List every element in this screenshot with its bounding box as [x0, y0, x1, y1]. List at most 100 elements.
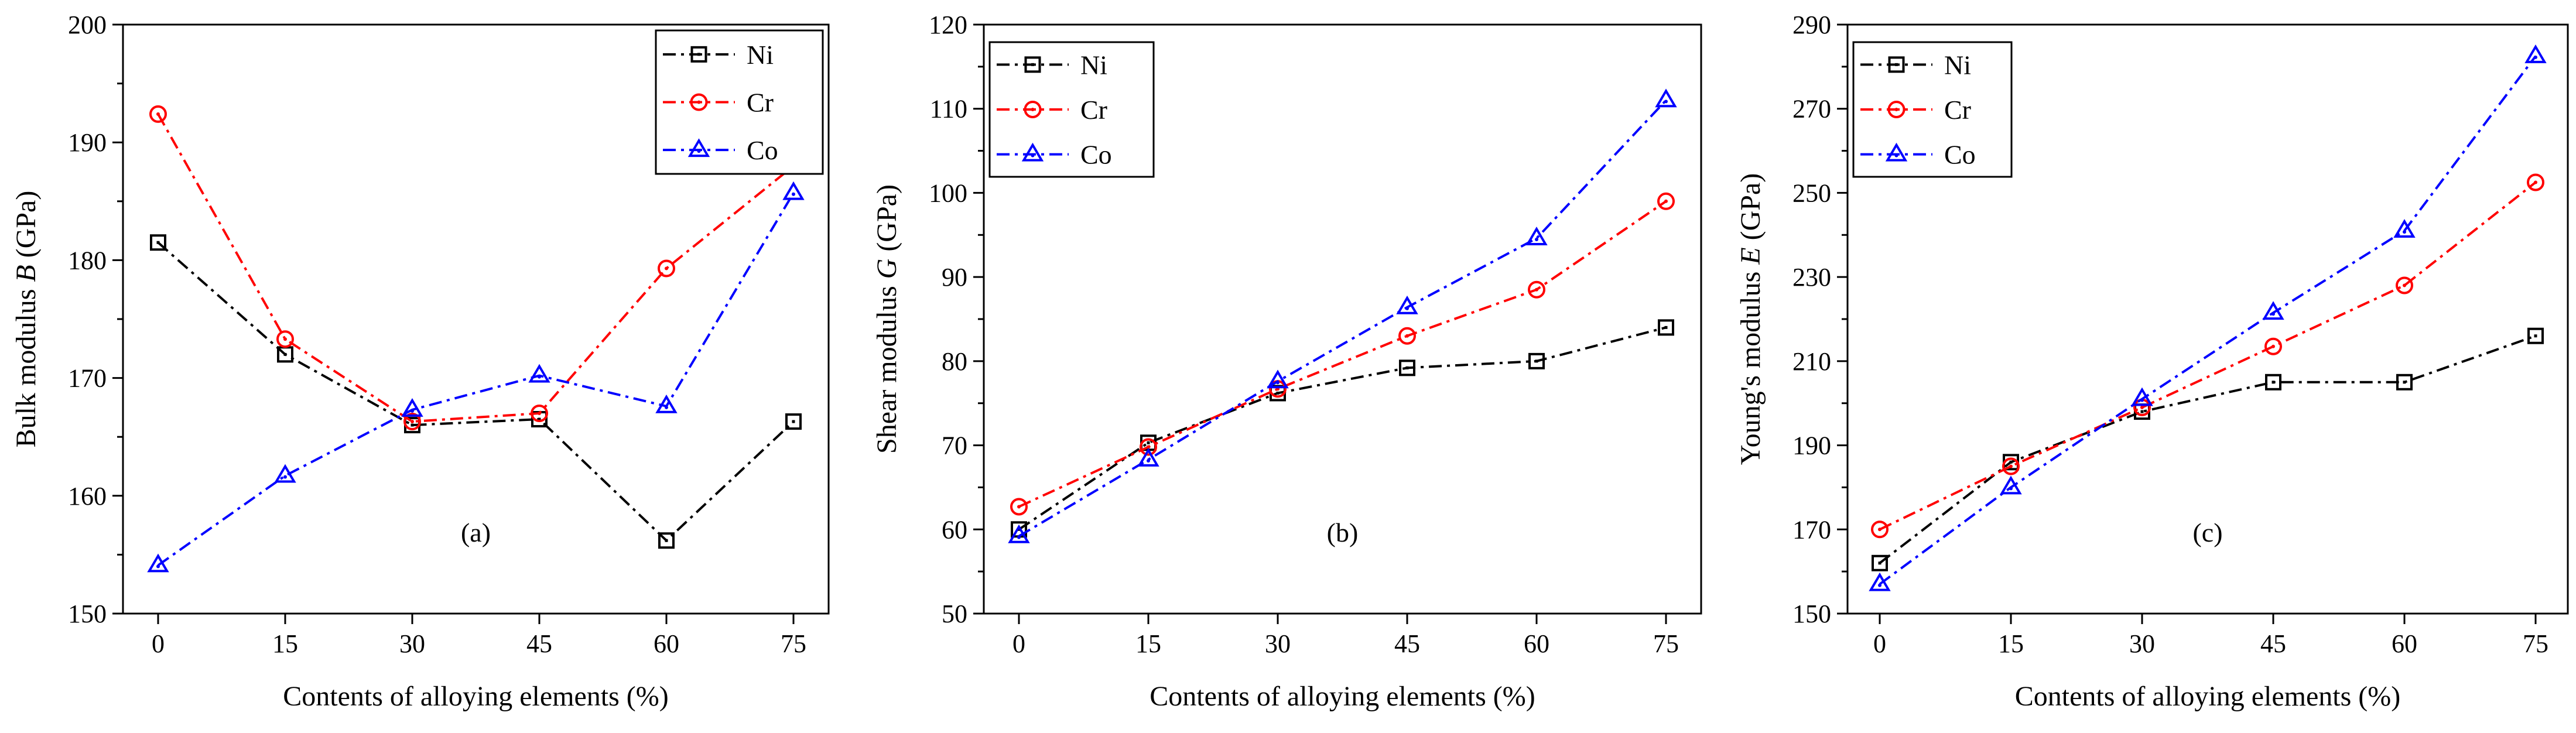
panel-a-legend-label-cr: Cr [747, 88, 774, 118]
panel-c-y-axis-title: Young's modulus E (GPa) [1735, 173, 1766, 465]
panel-c-y-axis-title-suffix: (GPa) [1735, 173, 1766, 248]
panel-c-y-tick-label: 270 [1792, 95, 1831, 124]
panel-a-series-cr-point [149, 105, 167, 123]
panel-c-x-tick-label: 45 [2260, 629, 2286, 658]
panel-c-series-cr-point-center [2403, 283, 2406, 287]
panel-a-series-co-point [528, 364, 550, 383]
panel-b-series-ni-point [1399, 359, 1415, 376]
panel-b-series-co-point [1267, 369, 1289, 389]
panel-a-series-cr-point [658, 259, 675, 278]
panel-b-x-tick-label: 30 [1265, 629, 1291, 658]
panel-c-series-co-point-center [1878, 583, 1881, 587]
panel-a-legend-marker-cr-center [697, 100, 701, 104]
panel-a-x-axis-title: Contents of alloying elements (%) [283, 681, 669, 712]
panel-a-x-tick-label: 75 [781, 629, 806, 658]
panel-c-label: (c) [2192, 518, 2222, 547]
panel-c-series-cr-point-center [2140, 405, 2144, 409]
panel-b-legend-marker-ni-center [1031, 63, 1034, 66]
panel-c-legend-marker-ni-center [1895, 63, 1898, 66]
panel-b-series-cr-line [1018, 200, 1667, 508]
panel-b-series-cr-point [1140, 438, 1157, 456]
panel-c-series-cr-point-center [2271, 344, 2275, 348]
panel-b-series-cr-point-center [1147, 445, 1150, 449]
panel-a-label: (a) [461, 518, 491, 547]
panel-b-y-axis-title-prefix: Shear modulus [871, 279, 902, 454]
panel-a-series-co [147, 181, 805, 573]
panel-b-series-ni-line [1018, 326, 1667, 530]
panel-a-legend-marker-ni [690, 46, 707, 63]
panel-c-series-ni-point-center [2271, 381, 2275, 384]
panel-a-series-co-point-center [538, 375, 541, 379]
panel-b-series-co-point-center [1535, 238, 1538, 242]
panel-b-series-ni-point [1528, 352, 1545, 369]
panel-a-x-tick-label: 45 [526, 629, 552, 658]
panel-c-series-cr [1871, 173, 2544, 539]
panel-c-series-co-point [2524, 44, 2547, 63]
panel-c-series-cr-point-center [1878, 528, 1881, 532]
panel-b-series-cr-point-center [1664, 199, 1668, 203]
panel-b-series-cr-point [1398, 327, 1416, 345]
panel-a-legend-label-co: Co [747, 135, 778, 165]
panel-b-series-ni-point-center [1664, 326, 1668, 329]
panel-c-x-tick-label: 75 [2523, 629, 2548, 658]
panel-c-series-co-line [1879, 55, 2537, 585]
panel-a-series-cr-point-center [665, 266, 668, 270]
panel-a-y-tick-label: 190 [68, 128, 107, 157]
panel-b-series-co-point-center [1276, 381, 1280, 385]
panel-a-series-cr-line [157, 113, 795, 423]
panel-a-y-tick-label: 180 [68, 246, 107, 275]
panel-c-series-ni-point-center [2140, 410, 2144, 413]
panel-c-legend-marker-cr [1887, 101, 1906, 118]
panel-a-series-cr-point [403, 413, 421, 431]
panel-c-series-co-point [2393, 219, 2416, 238]
panel-a-legend-marker-cr [690, 93, 708, 111]
panel-b-series-cr [1010, 192, 1675, 516]
panel-a-series-cr-point-center [410, 420, 414, 424]
panel-a-x-tick-label: 15 [272, 629, 298, 658]
panel-b-y-tick-label: 70 [942, 431, 967, 460]
panel-c-series-co-point [2131, 387, 2153, 406]
panel-a-series-cr-point-center [538, 411, 541, 415]
panel-a-x-tick-label: 60 [654, 629, 679, 658]
panel-b-y-tick-label: 90 [942, 263, 967, 292]
panel-b-y-axis-title-symbol: G [871, 259, 902, 279]
panel-b-legend-marker-co [1021, 142, 1044, 162]
panel-a: 0 15 30 45 60 75 150 160 170 180 190 200 Contents of… [11, 11, 830, 712]
panel-b-series-ni-point-center [1017, 528, 1021, 531]
panel-c-series-co-point-center [2271, 312, 2275, 316]
panel-b-series-ni-point-center [1276, 391, 1280, 395]
panel-c-y-tick-label: 210 [1792, 347, 1831, 376]
panel-a-series-co-point-center [283, 475, 287, 479]
panel-c-series-ni-point [2527, 327, 2544, 344]
panel-b-series-ni-point-center [1535, 359, 1538, 363]
panel-c-legend-marker-co [1885, 142, 1908, 162]
panel-b-x-axis-title: Contents of alloying elements (%) [1150, 681, 1535, 712]
panel-b-x-tick-label: 75 [1653, 629, 1679, 658]
panel-b-x-tick-label: 0 [1012, 629, 1025, 658]
panel-a-y-axis-title: Bulk modulus B (GPa) [11, 191, 42, 448]
panel-b-legend-box [988, 41, 1155, 178]
panel-a-series-ni-point [785, 413, 802, 430]
panel-a-series-ni-point-center [410, 423, 414, 427]
panel-b-y-axis-title: Shear modulus G (GPa) [871, 184, 902, 454]
panel-a-legend-label-ni: Ni [747, 40, 774, 70]
panel-b-series-co-line [1018, 99, 1667, 537]
panel-a-x-tick-label: 0 [152, 629, 165, 658]
panel-a-y-axis-title-symbol: B [11, 265, 42, 282]
panel-b-series-co-point [1396, 295, 1418, 314]
panel-b-y-tick-label: 80 [942, 347, 967, 376]
panel-c-series-cr-point-center [2009, 464, 2013, 468]
panel-b: 0 15 30 45 60 75 50 60 70 80 90 100 110 120 Contents o… [871, 11, 1702, 712]
panel-c-series-cr-point-center [2534, 180, 2537, 184]
panel-c-y-tick-label: 190 [1792, 431, 1831, 460]
panel-b-series-cr-point [1657, 192, 1675, 210]
panel-b-legend-label-cr: Cr [1080, 95, 1107, 125]
panel-c-series-co-point [1869, 572, 1891, 591]
panel-a-legend: Ni Cr Co [655, 29, 824, 175]
panel-a-series-co-point-center [665, 405, 668, 409]
panel-a-series-co-point [655, 394, 678, 413]
panel-a-y-tick-label: 170 [68, 364, 107, 393]
panel-c-y-tick-label: 230 [1792, 263, 1831, 292]
panel-c-legend-label-co: Co [1944, 140, 1976, 170]
